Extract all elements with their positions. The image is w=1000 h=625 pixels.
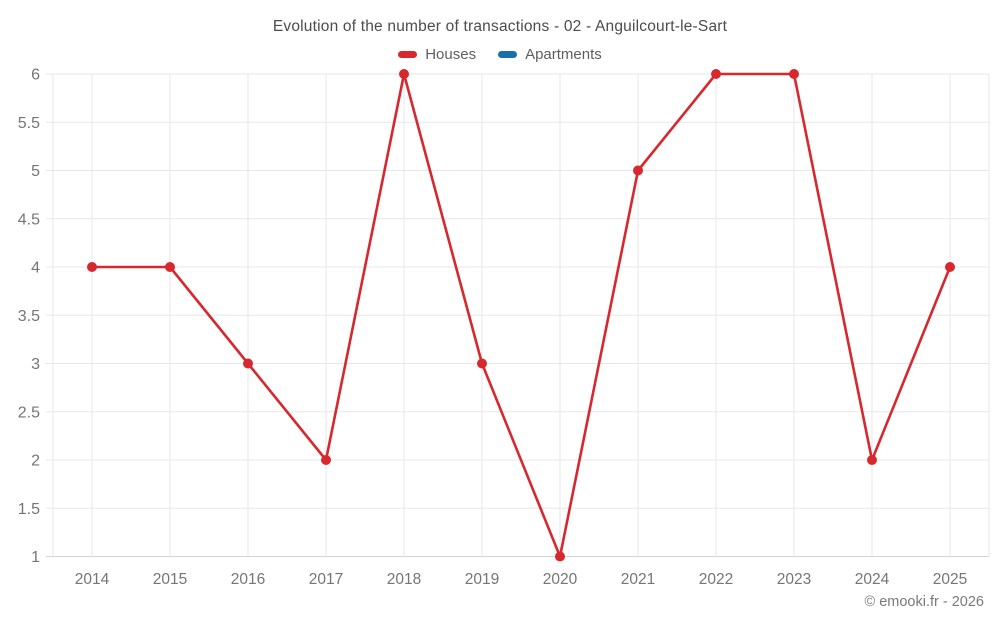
- houses-data-point[interactable]: [243, 358, 253, 369]
- legend: Houses Apartments: [0, 46, 1000, 63]
- houses-data-point[interactable]: [711, 69, 721, 79]
- houses-swatch-icon: [398, 51, 418, 58]
- apartments-swatch-icon: [498, 51, 518, 58]
- x-tick-label: 2015: [153, 571, 187, 588]
- x-tick-label: 2021: [621, 571, 655, 588]
- y-tick-label: 3: [31, 356, 40, 373]
- x-tick-label: 2025: [933, 571, 967, 588]
- y-tick-label: 3.5: [18, 308, 40, 325]
- y-tick-label: 5: [31, 163, 40, 180]
- x-tick-label: 2019: [465, 571, 499, 588]
- houses-line: [90, 72, 952, 558]
- legend-item-apartments[interactable]: Apartments: [498, 46, 602, 63]
- houses-data-point[interactable]: [633, 165, 643, 176]
- houses-data-point[interactable]: [555, 551, 565, 562]
- chart-title: Evolution of the number of transactions …: [272, 18, 728, 35]
- y-tick-label: 4.5: [18, 211, 40, 228]
- houses-data-point[interactable]: [399, 69, 409, 79]
- x-tick-label: 2017: [309, 571, 343, 588]
- y-tick-label: 2.5: [18, 404, 40, 421]
- y-tick-label: 2: [31, 453, 40, 470]
- x-tick-label: 2024: [855, 571, 890, 588]
- x-tick-label: 2014: [75, 571, 110, 588]
- x-tick-label: 2023: [777, 571, 811, 588]
- houses-data-point[interactable]: [789, 69, 799, 79]
- x-tick-label: 2016: [231, 571, 265, 588]
- y-tick-label: 5.5: [18, 115, 40, 132]
- houses-data-point[interactable]: [867, 455, 877, 465]
- x-tick-label: 2022: [699, 571, 733, 588]
- y-tick-label: 1: [31, 549, 40, 566]
- houses-data-point[interactable]: [945, 262, 955, 272]
- legend-item-houses[interactable]: Houses: [398, 46, 476, 63]
- legend-label-apartments: Apartments: [525, 46, 602, 63]
- houses-data-point[interactable]: [477, 358, 487, 369]
- houses-data-point[interactable]: [87, 262, 97, 272]
- copyright: © emooki.fr - 2026: [864, 594, 984, 610]
- y-tick-label: 4: [31, 260, 40, 277]
- houses-data-point[interactable]: [321, 455, 331, 465]
- legend-label-houses: Houses: [425, 46, 477, 63]
- x-tick-label: 2018: [387, 571, 421, 588]
- y-tick-label: 6: [31, 67, 40, 84]
- x-tick-label: 2020: [543, 571, 578, 588]
- y-tick-label: 1.5: [18, 501, 40, 518]
- houses-data-point[interactable]: [165, 262, 175, 272]
